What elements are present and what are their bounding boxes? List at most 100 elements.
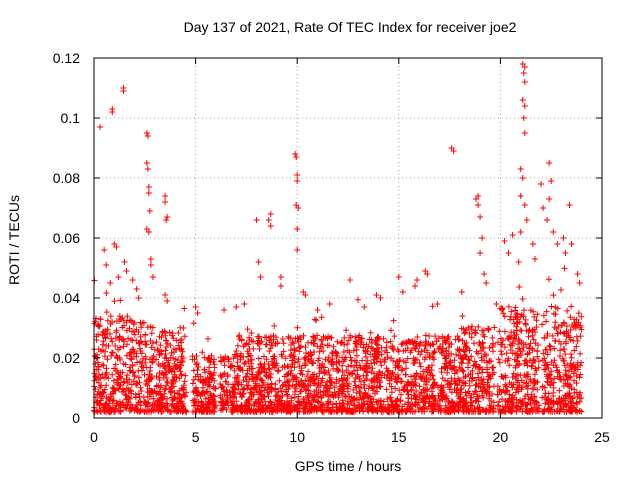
data-point [121,259,128,265]
data-point [479,235,486,241]
data-point [574,271,581,277]
data-point [477,250,484,256]
data-point [568,241,575,247]
data-point [566,202,573,208]
data-point [519,175,526,181]
x-tick-label: 10 [289,429,305,445]
x-tick-label: 5 [192,429,200,445]
data-point [194,310,201,316]
data-point [546,196,553,202]
data-point [255,259,262,265]
data-point [373,292,380,298]
data-point [145,184,152,190]
data-point [293,154,300,160]
data-point [520,115,527,121]
data-point [221,307,228,313]
data-point [145,229,152,235]
data-point [123,268,130,274]
data-point [523,217,530,223]
data-point [458,289,465,295]
data-point [192,304,199,310]
data-point [483,280,490,286]
dense-point-cloud [91,265,585,415]
data-point [109,109,116,115]
data-point [162,199,169,205]
data-point [521,202,528,208]
data-point [164,214,171,220]
data-point [277,283,284,289]
data-point [314,307,321,313]
chart-title: Day 137 of 2021, Rate Of TEC Index for r… [184,19,517,35]
data-point [163,217,170,223]
data-point [180,325,187,331]
data-points [91,61,585,415]
data-point [395,274,402,280]
data-point [475,193,482,199]
data-point [520,70,527,76]
data-point [147,256,154,262]
data-point [103,262,110,268]
y-tick-label: 0 [72,410,80,426]
x-tick-label: 20 [493,429,509,445]
x-tick-label: 25 [594,429,610,445]
data-point [294,226,301,232]
data-point [521,79,528,85]
data-point [294,247,301,253]
data-point [326,301,333,307]
data-point [129,277,136,283]
data-point [560,235,567,241]
data-point [267,211,274,217]
y-tick-label: 0.1 [61,110,81,126]
data-point [519,97,526,103]
grid-lines [94,58,602,418]
y-tick-label: 0.02 [53,350,80,366]
data-point [475,202,482,208]
data-point [135,295,142,301]
data-point [493,301,500,307]
data-point [414,277,421,283]
data-point [377,295,384,301]
data-point [517,229,524,235]
y-axis-label: ROTI / TECUs [6,195,22,285]
data-point [113,244,120,250]
data-point [481,271,488,277]
y-tick-label: 0.12 [53,50,80,66]
data-point [562,250,569,256]
data-point [146,208,153,214]
data-point [529,241,536,247]
data-point [233,304,240,310]
data-point [399,289,406,295]
data-point [115,274,122,280]
data-point [253,217,260,223]
data-point [347,277,354,283]
data-point [521,103,528,109]
data-point [548,178,555,184]
data-point [540,205,547,211]
data-point [544,217,551,223]
data-point [101,247,108,253]
x-axis-label: GPS time / hours [295,458,402,474]
x-tick-label: 0 [90,429,98,445]
data-point [120,88,127,94]
data-point [294,172,301,178]
data-point [424,271,431,277]
data-point [277,274,284,280]
axis-ticks: 0 0.02 0.04 0.06 0.08 0.1 0.12 0 5 10 15 20 25 [53,50,610,445]
data-point [302,292,309,298]
data-point [505,250,512,256]
data-point [521,64,528,70]
data-point [149,274,156,280]
data-point [257,274,264,280]
data-point [143,130,150,136]
data-point [517,166,524,172]
data-point [265,217,272,223]
data-point [361,304,368,310]
data-point [517,193,524,199]
data-point [241,301,248,307]
data-point [450,148,457,154]
data-point [412,283,419,289]
data-point [501,238,508,244]
data-point [292,151,299,157]
data-point [144,166,151,172]
